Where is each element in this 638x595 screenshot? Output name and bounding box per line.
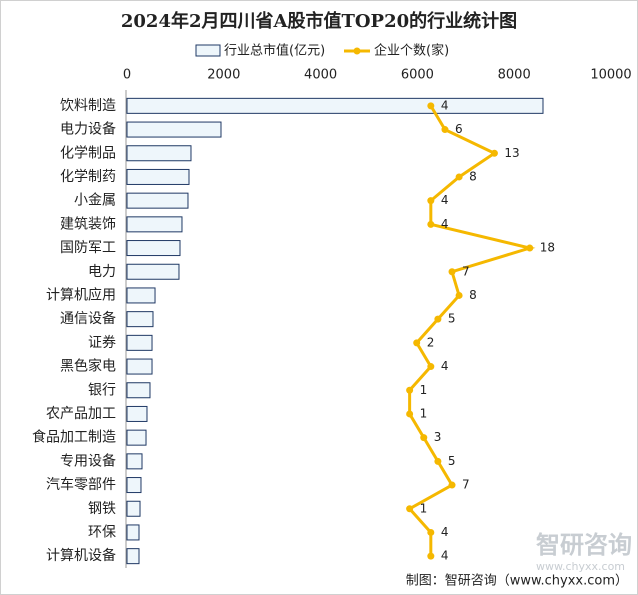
bar: [126, 216, 183, 233]
line: [407, 105, 536, 557]
bar: [126, 334, 153, 351]
legend-label: 企业个数(家): [374, 43, 449, 59]
point: [490, 149, 498, 157]
bar: [126, 145, 192, 162]
point: [448, 268, 456, 276]
point: [420, 434, 428, 442]
chart-title: 2024年2月四川省A股市值TOP20的行业统计图: [121, 10, 517, 32]
x-tick-label: 10000: [590, 68, 631, 83]
y-tick-label: 钢铁: [88, 501, 116, 517]
y-tick-label: 汽车零部件: [46, 476, 116, 493]
point: [427, 220, 435, 228]
bar: [126, 358, 153, 375]
legend-swatch: [353, 47, 361, 55]
point: [427, 552, 435, 560]
data-label: 1: [420, 383, 428, 397]
bar: [126, 192, 189, 209]
point: [455, 173, 463, 181]
source: 制图：智研咨询（www.chyxx.com）: [406, 574, 628, 589]
y-tick-label: 通信设备: [60, 310, 116, 327]
point: [434, 457, 442, 465]
bar: [126, 97, 544, 114]
watermark: 智研咨询: [536, 531, 632, 559]
y-tick-label: 专用设备: [60, 452, 116, 469]
bar: [126, 429, 147, 446]
y-tick-label: 环保: [88, 524, 116, 540]
point: [406, 505, 414, 513]
y-tick-label: 食品加工制造: [32, 429, 116, 446]
bar: [126, 524, 140, 541]
y-tick-label: 农产品加工: [46, 406, 116, 422]
x-tick-label: 8000: [498, 68, 531, 83]
data-label: 13: [504, 146, 519, 160]
data-label: 4: [441, 217, 449, 231]
bar: [126, 240, 181, 257]
x-tick-label: 2000: [207, 68, 240, 83]
data-label: 4: [441, 549, 449, 563]
point: [441, 126, 449, 134]
x-tick-label: 6000: [401, 68, 434, 83]
data-label: 3: [434, 430, 442, 444]
point: [455, 291, 463, 299]
data-label: 5: [448, 454, 456, 468]
bar: [126, 263, 180, 280]
data-label: 4: [441, 193, 449, 207]
y-tick-label: 银行: [88, 382, 116, 398]
bar: [126, 548, 140, 565]
y-tick-label: 计算机设备: [46, 547, 116, 564]
data-label: 18: [540, 241, 555, 255]
bar: [126, 311, 154, 328]
data-label: 7: [462, 264, 470, 278]
data-label: 5: [448, 312, 456, 326]
y-tick-label: 饮料制造: [60, 98, 116, 114]
data-label: 1: [420, 501, 428, 515]
point: [427, 363, 435, 371]
data-label: 6: [455, 122, 463, 136]
point: [526, 244, 534, 252]
point: [413, 339, 421, 347]
legend-swatch: [195, 44, 221, 57]
y-tick-label: 电力设备: [60, 121, 116, 138]
watermark-url: www.chyxx.com: [536, 560, 625, 573]
x-tick-label: 0: [123, 68, 131, 83]
point: [406, 386, 414, 394]
data-label: 4: [441, 525, 449, 539]
y-tick-label: 化学制药: [60, 169, 116, 185]
bar: [126, 287, 156, 304]
bar: [126, 405, 148, 422]
y-tick-label: 计算机应用: [46, 286, 116, 303]
data-label: 4: [441, 98, 449, 112]
y-tick-label: 电力: [88, 264, 116, 280]
bar: [126, 121, 222, 138]
point: [448, 481, 456, 489]
data-label: 1: [420, 406, 428, 420]
data-label: 8: [469, 288, 477, 302]
data-label: 7: [462, 478, 470, 492]
legend-label: 行业总市值(亿元): [224, 43, 325, 59]
bar: [126, 453, 143, 470]
bar: [126, 382, 151, 399]
data-label: 2: [427, 335, 435, 349]
bar: [126, 168, 190, 185]
data-label: 8: [469, 169, 477, 183]
data-label: 4: [441, 359, 449, 373]
point: [406, 410, 414, 418]
point: [434, 315, 442, 323]
y-tick-label: 建筑装饰: [60, 216, 116, 232]
x-tick-label: 4000: [304, 68, 337, 83]
y-tick-label: 小金属: [74, 193, 116, 209]
y-tick-label: 化学制品: [60, 145, 116, 161]
y-tick-label: 黑色家电: [60, 358, 116, 375]
point: [427, 197, 435, 205]
y-tick-label: 证券: [88, 335, 116, 351]
bar: [126, 477, 142, 494]
y-tick-label: 国防军工: [60, 240, 116, 256]
point: [427, 528, 435, 536]
point: [427, 102, 435, 110]
bar: [126, 500, 141, 517]
